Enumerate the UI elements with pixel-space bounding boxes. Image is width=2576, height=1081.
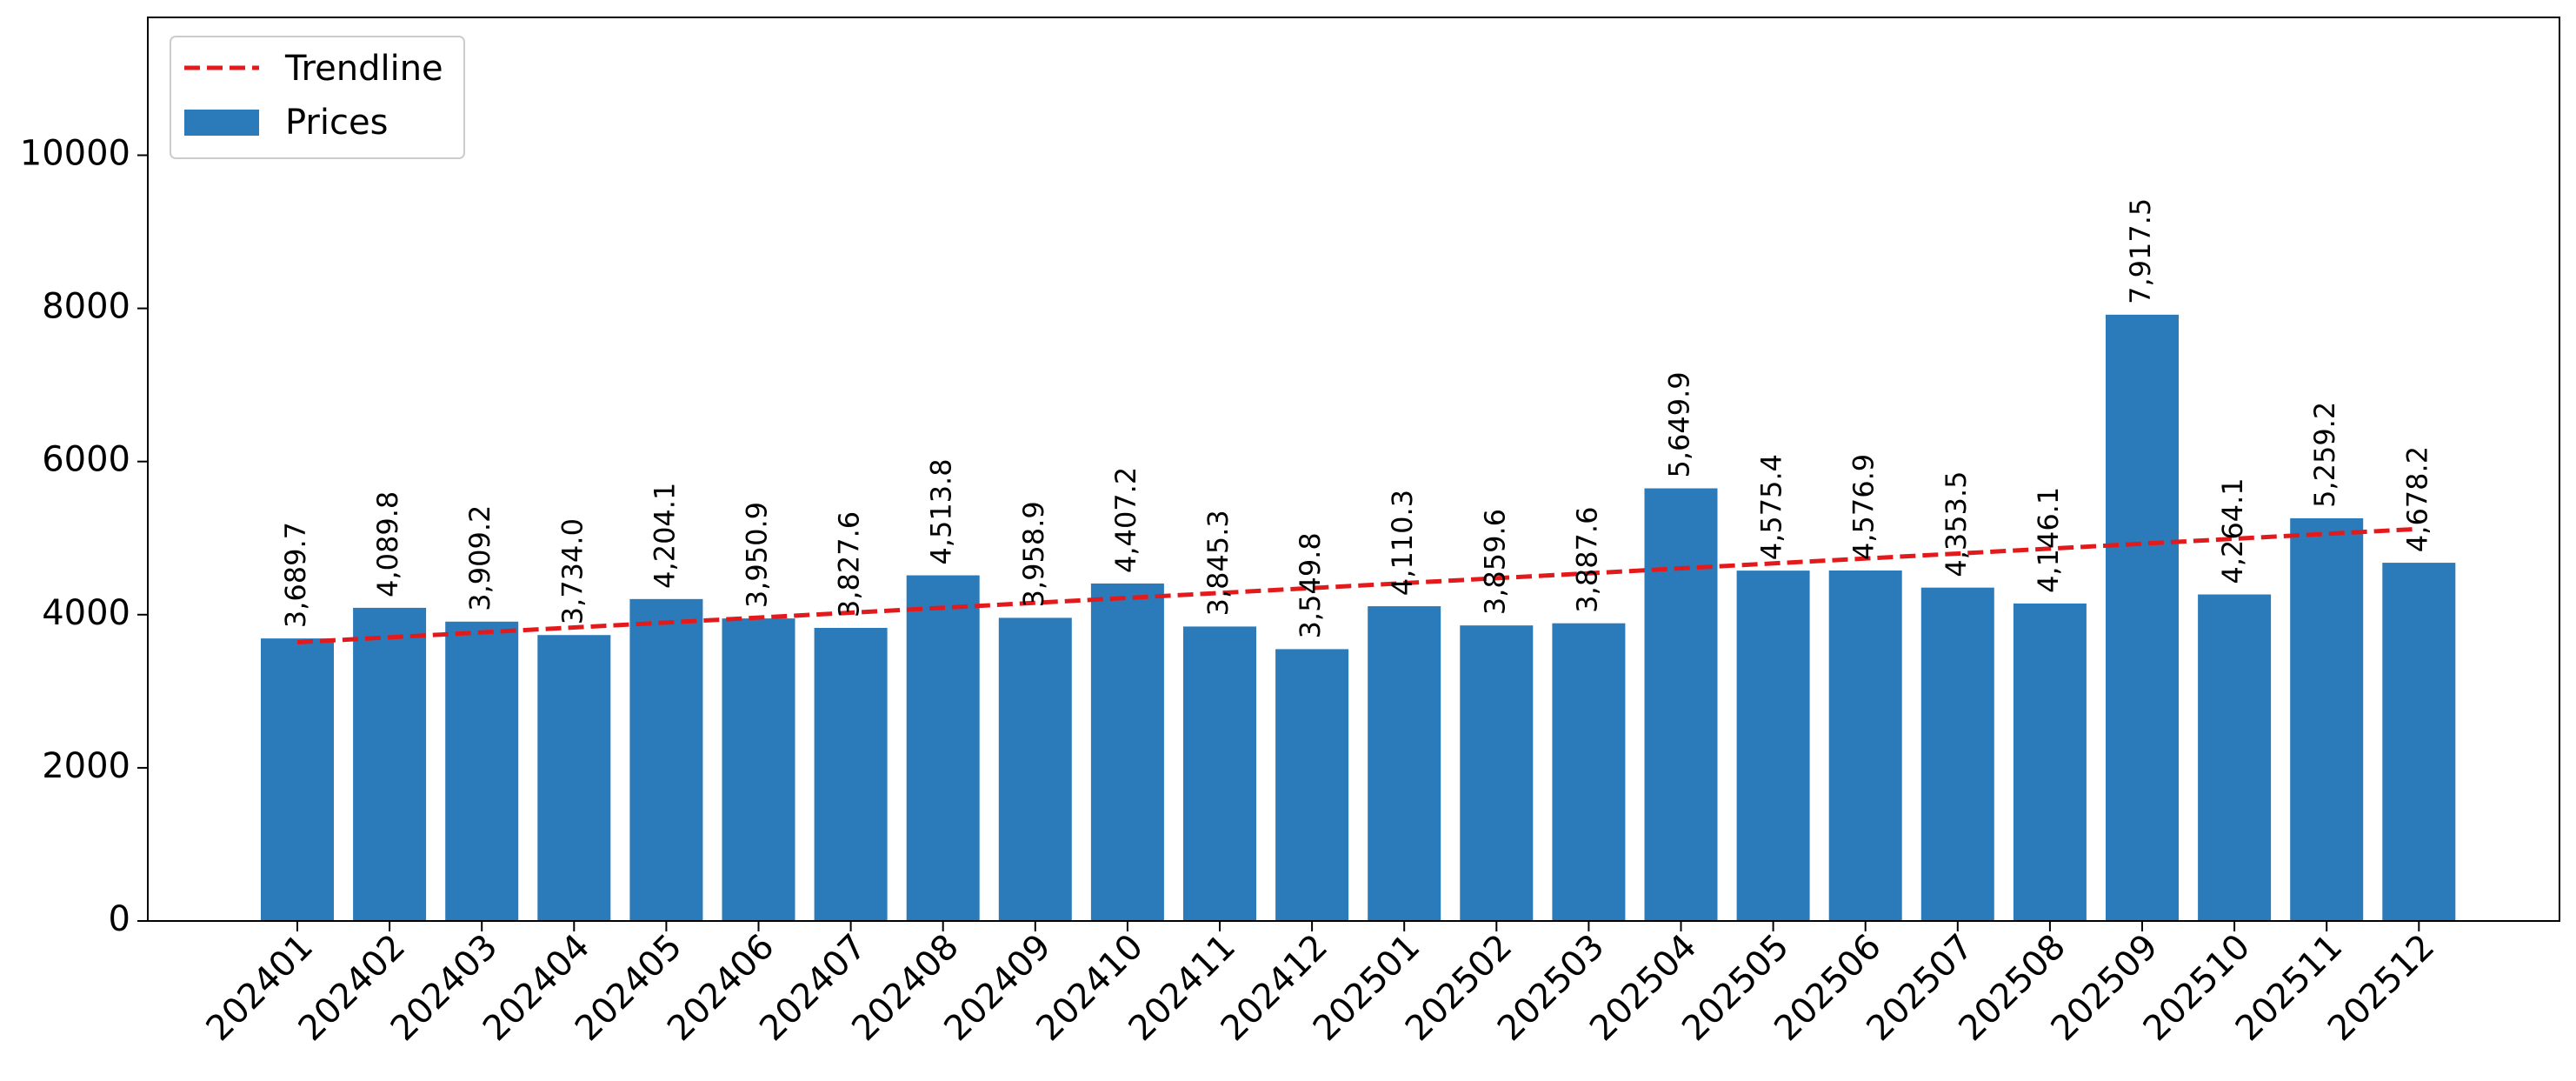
data-label-202512: 4,678.2 bbox=[2400, 446, 2433, 552]
bar-202407 bbox=[814, 627, 888, 921]
legend-trendline-label: Trendline bbox=[284, 49, 443, 89]
y-tick-label-0: 0 bbox=[109, 899, 130, 939]
data-label-202503: 3,887.6 bbox=[1570, 507, 1603, 613]
data-label-202504: 5,649.9 bbox=[1663, 371, 1696, 477]
bar-202408 bbox=[906, 575, 980, 921]
bar-202503 bbox=[1552, 623, 1626, 921]
bar-202404 bbox=[537, 635, 611, 921]
bar-202412 bbox=[1275, 649, 1349, 921]
data-label-202511: 5,259.2 bbox=[2308, 402, 2341, 508]
bar-202406 bbox=[722, 618, 795, 921]
plot-frame bbox=[147, 17, 2560, 922]
bar-202510 bbox=[2198, 594, 2272, 921]
bar-202506 bbox=[1828, 571, 1902, 921]
bar-202505 bbox=[1736, 571, 1810, 921]
bar-202403 bbox=[445, 621, 519, 921]
y-tick-label-8000: 8000 bbox=[42, 287, 130, 327]
data-label-202402: 4,089.8 bbox=[371, 491, 404, 597]
data-label-202510: 4,264.1 bbox=[2216, 477, 2249, 584]
y-tick-label-10000: 10000 bbox=[20, 133, 130, 173]
data-label-202508: 4,146.1 bbox=[2032, 487, 2065, 593]
data-label-202502: 3,859.6 bbox=[1478, 509, 1511, 615]
bar-202512 bbox=[2382, 563, 2456, 921]
bar-202402 bbox=[353, 607, 427, 921]
legend-prices-swatch bbox=[184, 110, 259, 136]
bars bbox=[261, 314, 2456, 921]
bar-202507 bbox=[1920, 587, 1994, 921]
data-label-202408: 4,513.8 bbox=[925, 458, 958, 564]
legend-prices-label: Prices bbox=[285, 103, 388, 143]
data-label-202411: 3,845.3 bbox=[1201, 510, 1235, 616]
y-tick-label-6000: 6000 bbox=[42, 440, 130, 480]
bar-202409 bbox=[998, 617, 1072, 921]
data-label-202412: 3,549.8 bbox=[1294, 532, 1327, 638]
bar-202411 bbox=[1183, 626, 1256, 921]
bar-202401 bbox=[261, 638, 334, 921]
legend: Trendline Prices bbox=[170, 36, 465, 159]
bar-202504 bbox=[1644, 488, 1718, 921]
bar-202509 bbox=[2106, 314, 2179, 921]
data-label-202410: 4,407.2 bbox=[1109, 467, 1142, 573]
bar-202501 bbox=[1368, 606, 1441, 921]
bar-202405 bbox=[629, 598, 703, 921]
data-label-202506: 4,576.9 bbox=[1847, 454, 1880, 560]
bar-202502 bbox=[1460, 625, 1534, 921]
data-label-202401: 3,689.7 bbox=[279, 522, 312, 628]
y-tick-label-2000: 2000 bbox=[42, 746, 130, 786]
data-label-202405: 4,204.1 bbox=[648, 483, 681, 589]
data-label-202409: 3,958.9 bbox=[1017, 501, 1050, 607]
trendline-layer bbox=[296, 526, 2420, 644]
data-labels: 3,689.7 4,089.8 3,909.2 3,734.0 4,204.1 3,950… bbox=[279, 198, 2433, 639]
data-label-202509: 7,917.5 bbox=[2124, 198, 2157, 304]
data-label-202407: 3,827.6 bbox=[833, 511, 866, 617]
bar-202410 bbox=[1090, 583, 1164, 921]
trendline bbox=[296, 526, 2420, 644]
y-axis: 0 2000 4000 6000 8000 10000 bbox=[20, 133, 148, 939]
data-label-202505: 4,575.4 bbox=[1755, 454, 1788, 560]
y-tick-label-4000: 4000 bbox=[42, 593, 130, 633]
data-label-202501: 4,110.3 bbox=[1386, 490, 1419, 596]
data-label-202404: 3,734.0 bbox=[556, 518, 589, 624]
data-label-202507: 4,353.5 bbox=[1940, 471, 1973, 577]
data-label-202403: 3,909.2 bbox=[463, 505, 496, 611]
x-axis: 2024012024022024032024042024052024062024… bbox=[199, 921, 2442, 1049]
data-label-202406: 3,950.9 bbox=[741, 502, 774, 608]
bar-202508 bbox=[2013, 603, 2087, 921]
bar-202511 bbox=[2290, 517, 2364, 921]
